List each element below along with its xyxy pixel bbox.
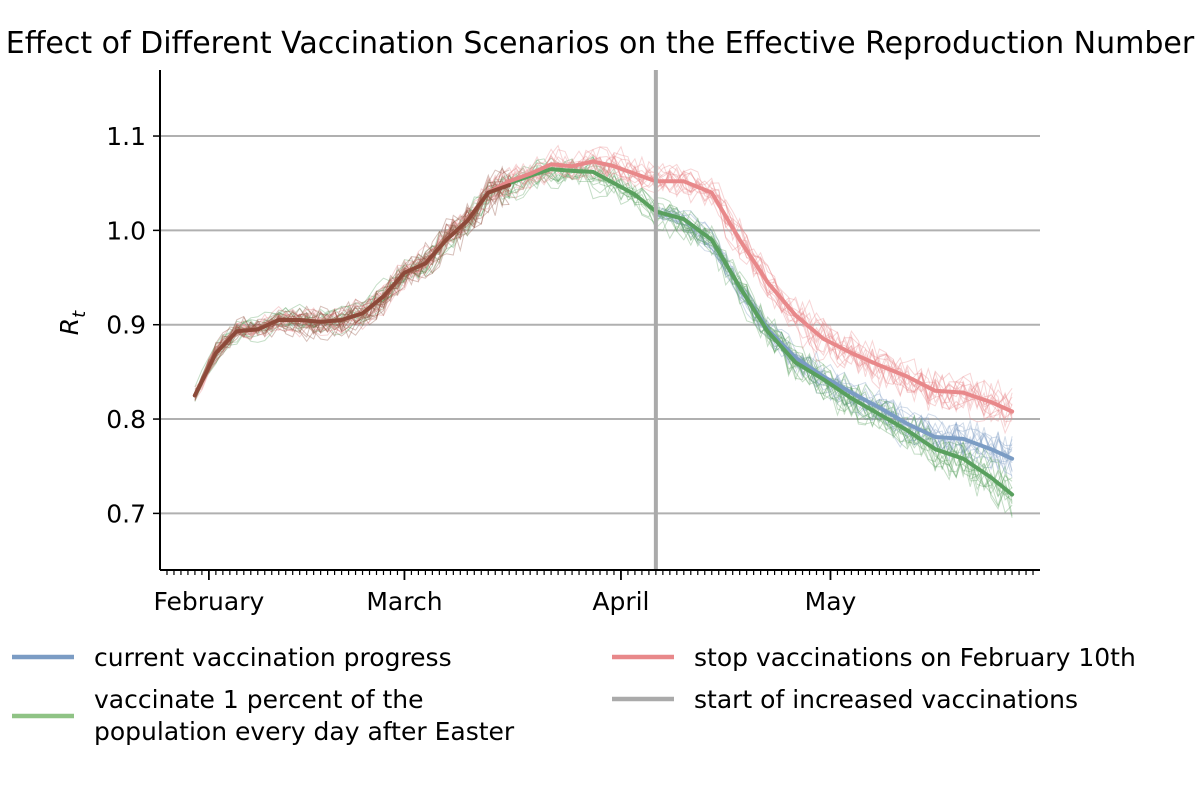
y-axis-label-symbol: R [55, 318, 84, 335]
simulation-run [194, 161, 1013, 418]
simulation-run [655, 212, 1013, 465]
simulation-run [655, 210, 1013, 472]
legend-label: vaccinate 1 percent of the [94, 685, 423, 714]
simulation-run [194, 162, 1013, 514]
legend-label: start of increased vaccinations [694, 685, 1078, 714]
simulation-run [194, 181, 510, 396]
series-lines [192, 159, 1015, 497]
legend-item-1: current vaccination progress [12, 643, 452, 672]
simulation-run [194, 175, 510, 393]
simulation-run [194, 180, 510, 398]
legend-label: stop vaccinations on February 10th [694, 643, 1136, 672]
legend-label: current vaccination progress [94, 643, 452, 672]
legend-item-3: vaccinate 1 percent of the population eve… [12, 685, 515, 746]
simulation-run [194, 161, 1013, 517]
y-axis-label: Rt [55, 310, 90, 335]
y-tick-label: 1.0 [106, 216, 146, 245]
simulation-run [194, 169, 510, 390]
chart-title: Effect of Different Vaccination Scenario… [6, 26, 1195, 61]
simulation-run [194, 144, 1013, 416]
simulation-run [194, 157, 1013, 501]
simulation-run [194, 145, 1013, 420]
series-line-2 [192, 167, 1015, 497]
simulation-run [194, 151, 1013, 422]
y-tick-label: 1.1 [106, 122, 146, 151]
series-line-4 [192, 183, 512, 398]
simulation-run [194, 181, 510, 394]
y-tick-label: 0.7 [106, 499, 146, 528]
legend-item-2: stop vaccinations on February 10th [612, 643, 1136, 672]
x-axis-ticks: February March April May [153, 570, 1034, 616]
simulation-run [194, 178, 510, 398]
y-axis-label-subscript: t [69, 310, 90, 318]
simulation-run [194, 156, 1013, 503]
simulation-run [194, 158, 1013, 501]
simulation-run [194, 155, 1013, 435]
simulation-run [194, 168, 1013, 495]
simulation-run [194, 163, 1013, 518]
x-tick-label: March [366, 587, 442, 616]
simulation-run [194, 167, 510, 391]
y-tick-label: 0.9 [106, 311, 146, 340]
simulation-run [194, 174, 510, 394]
simulation-run [194, 180, 510, 394]
y-axis-ticks: 0.7 0.8 0.9 1.0 1.1 [106, 122, 160, 528]
simulation-run [194, 148, 1013, 423]
simulation-run [194, 156, 1013, 505]
simulation-run [194, 155, 1013, 423]
simulation-run [655, 206, 1013, 462]
simulation-run [194, 148, 1013, 406]
legend-label: population every day after Easter [94, 717, 515, 746]
x-tick-label: February [153, 587, 264, 616]
x-tick-label: April [592, 587, 649, 616]
series-line-3 [192, 159, 1015, 414]
simulation-run [194, 156, 1013, 429]
y-tick-label: 0.8 [106, 405, 146, 434]
grid-lines [160, 135, 1040, 515]
simulation-run [194, 154, 1013, 418]
simulation-run [194, 165, 510, 400]
x-tick-label: May [805, 587, 857, 616]
simulation-runs [194, 144, 1013, 518]
simulation-run [194, 173, 510, 396]
simulation-run [194, 179, 510, 401]
simulation-run [655, 212, 1013, 460]
legend-item-4: start of increased vaccinations [612, 685, 1078, 714]
legend: current vaccination progress stop vaccina… [12, 643, 1136, 746]
simulation-run [194, 146, 1013, 420]
